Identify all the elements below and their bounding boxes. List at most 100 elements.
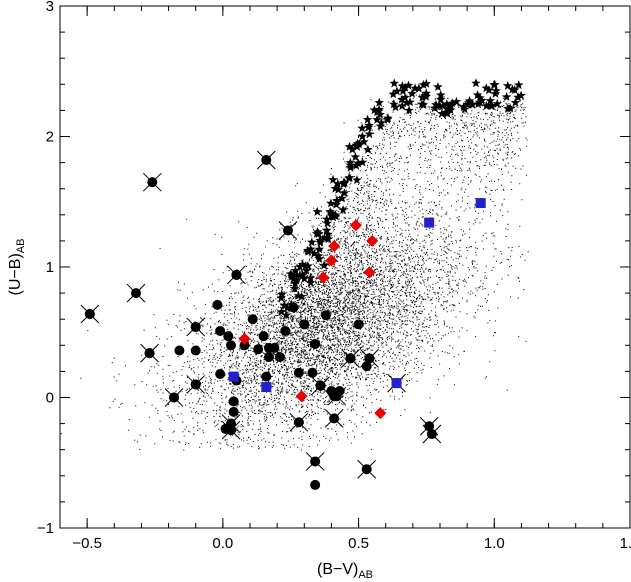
star-point [464, 97, 475, 107]
crossed-circle-point [311, 376, 330, 396]
star-point [447, 98, 458, 108]
star-point [297, 270, 307, 280]
star-point [319, 233, 330, 242]
circle-point [269, 342, 280, 353]
star-point [339, 188, 350, 198]
star-point [314, 244, 325, 254]
star-point [383, 113, 393, 123]
star-point [516, 90, 526, 100]
crossed-circle-point [422, 424, 442, 444]
cross-line [221, 420, 241, 440]
crossed-circle-point [80, 304, 100, 324]
star-point [286, 269, 296, 279]
star-point [363, 144, 373, 154]
crossed-circle-point [164, 388, 184, 407]
circle-point [212, 299, 223, 310]
square-point [391, 378, 402, 389]
y-tick-label: 1 [46, 259, 54, 276]
star-point [340, 177, 350, 187]
star-point [323, 234, 334, 244]
circle-point [310, 338, 321, 349]
diamond-point [328, 240, 341, 253]
star-point [350, 152, 361, 162]
square-point [228, 371, 239, 382]
star-point [276, 293, 286, 303]
star-point [301, 265, 312, 275]
circle-point [226, 340, 236, 351]
star-point [312, 206, 322, 216]
square-point [424, 217, 435, 228]
cross-line [341, 348, 360, 368]
star-point [330, 211, 341, 221]
diamond-point [363, 266, 376, 279]
x-tick-label: 1.0 [484, 535, 505, 552]
crossed-circle-point [142, 172, 162, 192]
star-point [503, 103, 513, 113]
star-point [352, 175, 362, 185]
circle-point [174, 345, 185, 356]
circle-point [310, 479, 321, 490]
star-point [375, 109, 385, 119]
diamond-point [366, 234, 379, 247]
cross-line [140, 343, 159, 363]
crossed-circle-point [186, 375, 206, 394]
star-point [402, 97, 412, 107]
y-tick-label: 2 [46, 129, 54, 146]
cross-line [221, 414, 241, 433]
cross-line [126, 283, 146, 303]
cross-line [142, 172, 162, 192]
star-point [431, 99, 441, 109]
star-point [328, 212, 338, 222]
x-tick-label: 0.5 [348, 535, 369, 552]
star-point [514, 80, 524, 90]
crossed-circle-point [278, 221, 298, 240]
x-axis-label-subscript: AB [358, 569, 373, 581]
star-point [325, 206, 335, 216]
circle-point [280, 325, 291, 336]
star-point [484, 85, 494, 95]
star-point [322, 218, 333, 228]
star-point [487, 101, 497, 111]
star-point [305, 244, 316, 254]
crossed-circle-point [227, 265, 246, 285]
star-point [445, 105, 456, 115]
star-point [372, 114, 382, 124]
circle-point [215, 369, 226, 380]
star-point [397, 81, 407, 91]
circle-point [223, 331, 234, 342]
star-point [417, 92, 428, 102]
crossed-circle-point [221, 420, 241, 440]
star-point [297, 259, 308, 269]
star-point [471, 78, 481, 88]
cross-line [227, 265, 246, 285]
star-point [296, 291, 307, 301]
cross-line [419, 416, 439, 436]
star-point [345, 157, 356, 167]
crossed-circle-point [305, 452, 325, 471]
circle-point [288, 302, 299, 313]
x-tick-label: 1.5 [620, 535, 631, 552]
star-point [372, 107, 382, 117]
star-point [295, 261, 305, 271]
star-point [460, 104, 470, 114]
cross-line [357, 459, 377, 479]
crossed-circle-point [126, 283, 146, 303]
star-point [288, 274, 299, 284]
star-point [467, 99, 478, 109]
star-point [369, 105, 380, 115]
star-point [397, 101, 407, 111]
star-point [282, 303, 292, 313]
star-point [398, 86, 408, 96]
cross-line [305, 452, 325, 471]
cross-line [80, 304, 100, 324]
star-point [359, 136, 369, 146]
star-point [389, 78, 399, 88]
star-point [405, 97, 415, 107]
star-point [492, 98, 502, 108]
star-point [472, 90, 483, 100]
star-point [421, 78, 431, 88]
circle-point [253, 344, 264, 355]
star-point [309, 248, 319, 258]
star-point [351, 140, 361, 150]
crossed-circle-point [341, 348, 360, 368]
